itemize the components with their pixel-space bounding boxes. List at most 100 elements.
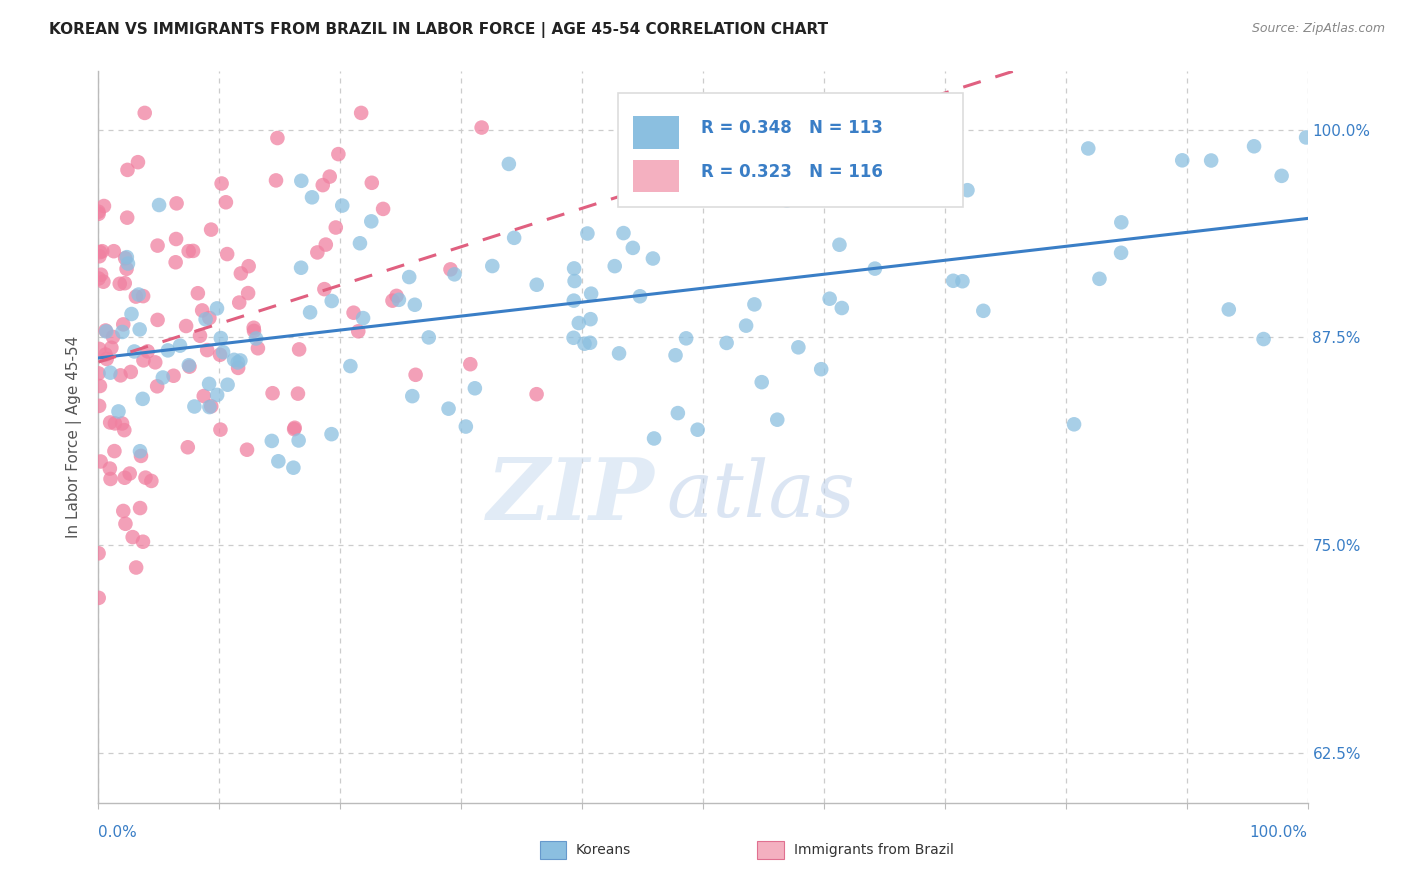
Point [198, 376, 221, 391]
Point [328, 147, 350, 161]
Point [839, 99, 862, 113]
Point [301, 190, 323, 204]
Point [751, 375, 773, 389]
Text: Immigrants from Brazil: Immigrants from Brazil [794, 843, 953, 857]
Point [766, 413, 789, 427]
FancyBboxPatch shape [540, 841, 567, 859]
Point [200, 222, 222, 236]
Point [349, 236, 371, 251]
Point [1088, 272, 1111, 286]
Point [675, 331, 697, 345]
Point [1109, 245, 1132, 260]
Point [1111, 215, 1133, 229]
Y-axis label: In Labor Force | Age 45-54: In Labor Force | Age 45-54 [66, 336, 82, 538]
Text: 0.0%: 0.0% [98, 825, 138, 839]
Point [90, 268, 112, 282]
Text: Source: ZipAtlas.com: Source: ZipAtlas.com [1251, 22, 1385, 36]
Point [187, 286, 209, 301]
Point [783, 178, 806, 192]
Point [942, 274, 965, 288]
Point [112, 423, 135, 437]
Point [93, 275, 115, 289]
Point [371, 202, 394, 216]
Point [89, 249, 111, 263]
Text: 100.0%: 100.0% [1250, 825, 1308, 839]
Point [381, 293, 404, 308]
Point [96, 351, 118, 366]
Point [972, 303, 994, 318]
Point [360, 214, 382, 228]
Point [319, 169, 342, 184]
Point [114, 471, 136, 485]
Point [89, 379, 111, 393]
Point [152, 370, 174, 384]
FancyBboxPatch shape [758, 841, 785, 859]
Point [612, 226, 634, 240]
Point [179, 359, 201, 374]
Point [90, 454, 112, 468]
Point [132, 353, 155, 368]
Point [437, 401, 460, 416]
Point [787, 340, 810, 354]
Point [562, 293, 585, 308]
Point [143, 355, 166, 369]
Point [831, 301, 853, 315]
Point [562, 261, 585, 276]
Point [321, 293, 343, 308]
Point [87, 204, 110, 219]
Point [217, 377, 239, 392]
Point [165, 232, 187, 246]
Point [226, 355, 249, 369]
Point [94, 324, 117, 338]
Point [121, 307, 143, 321]
Point [956, 183, 979, 197]
Point [162, 368, 184, 383]
Point [177, 358, 200, 372]
Point [208, 348, 231, 362]
Point [217, 247, 239, 261]
Point [266, 131, 288, 145]
Point [129, 449, 152, 463]
Point [290, 260, 312, 275]
Point [246, 341, 269, 355]
Point [352, 311, 374, 326]
Point [607, 346, 630, 360]
Point [866, 192, 889, 206]
Point [215, 195, 238, 210]
Point [224, 352, 246, 367]
Point [464, 381, 486, 395]
Point [128, 322, 150, 336]
Point [125, 290, 148, 304]
Point [174, 318, 197, 333]
Point [262, 386, 284, 401]
Point [94, 347, 117, 361]
Point [321, 427, 343, 442]
Point [209, 331, 232, 345]
Point [100, 472, 122, 486]
Point [183, 400, 205, 414]
Point [1171, 153, 1194, 168]
Point [100, 341, 122, 355]
Point [132, 289, 155, 303]
Point [191, 303, 214, 318]
Point [952, 274, 974, 288]
Point [89, 399, 111, 413]
Point [628, 289, 651, 303]
Point [454, 419, 477, 434]
Text: Koreans: Koreans [576, 843, 631, 857]
Point [621, 241, 644, 255]
Point [603, 259, 626, 273]
Point [385, 289, 408, 303]
Point [98, 366, 121, 380]
Point [283, 460, 305, 475]
Point [579, 335, 602, 350]
Point [564, 274, 586, 288]
Point [347, 324, 370, 338]
Point [744, 297, 766, 311]
Point [398, 270, 420, 285]
Point [87, 207, 110, 221]
Point [574, 336, 596, 351]
Point [103, 444, 125, 458]
Point [89, 342, 111, 356]
Point [198, 310, 221, 325]
